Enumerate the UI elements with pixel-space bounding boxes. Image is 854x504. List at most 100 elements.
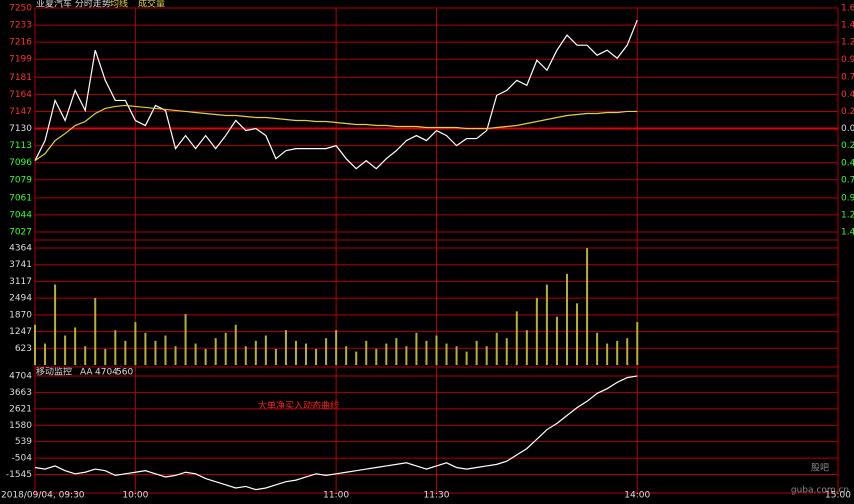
y-tick-label: 7079 [9, 175, 32, 185]
volume-bar [485, 346, 488, 365]
y2-tick-label: 1.45% [841, 21, 854, 31]
volume-bar [535, 297, 538, 365]
y-tick-label: 4704 [9, 372, 32, 382]
x-tick-label: 2018/09/04, 09:30 [1, 491, 85, 501]
chart-title: 亚夏汽车 分时走势 [36, 0, 111, 10]
volume-bar [194, 343, 197, 365]
volume-bar [134, 322, 137, 365]
y-tick-label: 7250 [9, 4, 32, 14]
legend-entry: AA [80, 368, 93, 378]
volume-bar [284, 330, 287, 365]
volume-bar [335, 330, 338, 365]
y-tick-label: 7061 [9, 193, 32, 203]
y-tick-label: 7199 [9, 55, 32, 65]
y-tick-label: 3741 [9, 260, 32, 270]
legend-entry: 成交量 [138, 0, 165, 10]
y-tick-label: 623 [15, 344, 32, 354]
volume-bar [425, 340, 428, 365]
volume-bar [114, 330, 117, 365]
volume-bar [74, 327, 77, 365]
y2-tick-label: 0.00% [841, 124, 854, 134]
y2-tick-label: 0.24% [841, 107, 854, 117]
volume-bar [355, 351, 358, 365]
volume-bar [325, 338, 328, 365]
y-tick-label: 7044 [9, 210, 32, 220]
y2-tick-label: 0.72% [841, 73, 854, 83]
x-tick-label: 11:00 [323, 491, 349, 501]
x-tick-label: 14:00 [624, 491, 650, 501]
y-tick-label: 3117 [9, 277, 32, 287]
volume-bar [305, 343, 308, 365]
y-tick-label: 7216 [9, 38, 32, 48]
y-tick-label: 2621 [9, 404, 32, 414]
volume-bar [515, 311, 518, 365]
y-tick-label: 1580 [9, 421, 32, 431]
volume-bar [254, 340, 257, 365]
volume-bar [34, 324, 36, 365]
volume-bar [596, 332, 599, 365]
volume-bar [54, 284, 57, 365]
volume-bar [465, 351, 468, 365]
volume-bar [545, 284, 548, 365]
y2-tick-label: 0.72% [841, 175, 854, 185]
y-tick-label: 1870 [9, 310, 32, 320]
y2-tick-label: 1.21% [841, 38, 854, 48]
volume-bar [184, 314, 187, 365]
volume-bar [445, 343, 448, 365]
y-tick-label: 7130 [9, 124, 32, 134]
y2-tick-label: 0.24% [841, 141, 854, 151]
volume-bar [495, 332, 498, 365]
volume-bar [234, 324, 237, 365]
x-tick-label: 15:00 [825, 491, 851, 501]
volume-bar [164, 335, 167, 365]
volume-bar [586, 248, 589, 365]
volume-bar [565, 273, 568, 365]
volume-bar [294, 340, 297, 365]
volume-bar [94, 297, 97, 365]
y-tick-label: 7147 [9, 107, 32, 117]
volume-bar [154, 340, 157, 365]
volume-bar [44, 343, 47, 365]
series-line [34, 19, 638, 170]
volume-bar [606, 343, 609, 365]
y2-tick-label: 1.69% [841, 4, 854, 14]
volume-bar [475, 340, 478, 365]
y-tick-label: 7113 [9, 141, 32, 151]
y-tick-label: 2494 [9, 294, 32, 304]
y-tick-label: 7027 [9, 228, 32, 238]
volume-bar [224, 332, 227, 365]
x-tick-label: 11:30 [424, 491, 450, 501]
header-value: 560 [116, 368, 133, 378]
volume-bar [505, 338, 508, 365]
y-tick-label: 7233 [9, 21, 32, 31]
volume-bar [415, 332, 418, 365]
volume-bar [525, 330, 528, 365]
volume-bar [84, 346, 87, 365]
volume-bar [616, 340, 619, 365]
y2-tick-label: 1.21% [841, 210, 854, 220]
volume-bar [555, 316, 558, 365]
volume-bar [395, 338, 398, 365]
volume-bar [375, 348, 378, 365]
volume-bar [315, 348, 318, 365]
volume-bar [174, 346, 177, 365]
watermark-logo: 股吧 [811, 463, 829, 474]
volume-bar [576, 303, 579, 365]
y-tick-label: -1545 [6, 470, 32, 480]
volume-bar [626, 338, 629, 365]
legend-entry: 均线 [110, 0, 128, 10]
volume-bar [124, 340, 127, 365]
y-tick-label: 7096 [9, 158, 32, 168]
watermark-site: guba.com.cn [791, 486, 849, 496]
y2-tick-label: 0.97% [841, 193, 854, 203]
y-tick-label: 7181 [9, 73, 32, 83]
volume-bar [345, 346, 348, 365]
x-tick-label: 10:00 [122, 491, 148, 501]
series-line [34, 104, 638, 162]
volume-bar [104, 348, 107, 365]
y-tick-label: 3663 [9, 388, 32, 398]
volume-bar [636, 322, 639, 365]
y2-tick-label: 0.48% [841, 158, 854, 168]
